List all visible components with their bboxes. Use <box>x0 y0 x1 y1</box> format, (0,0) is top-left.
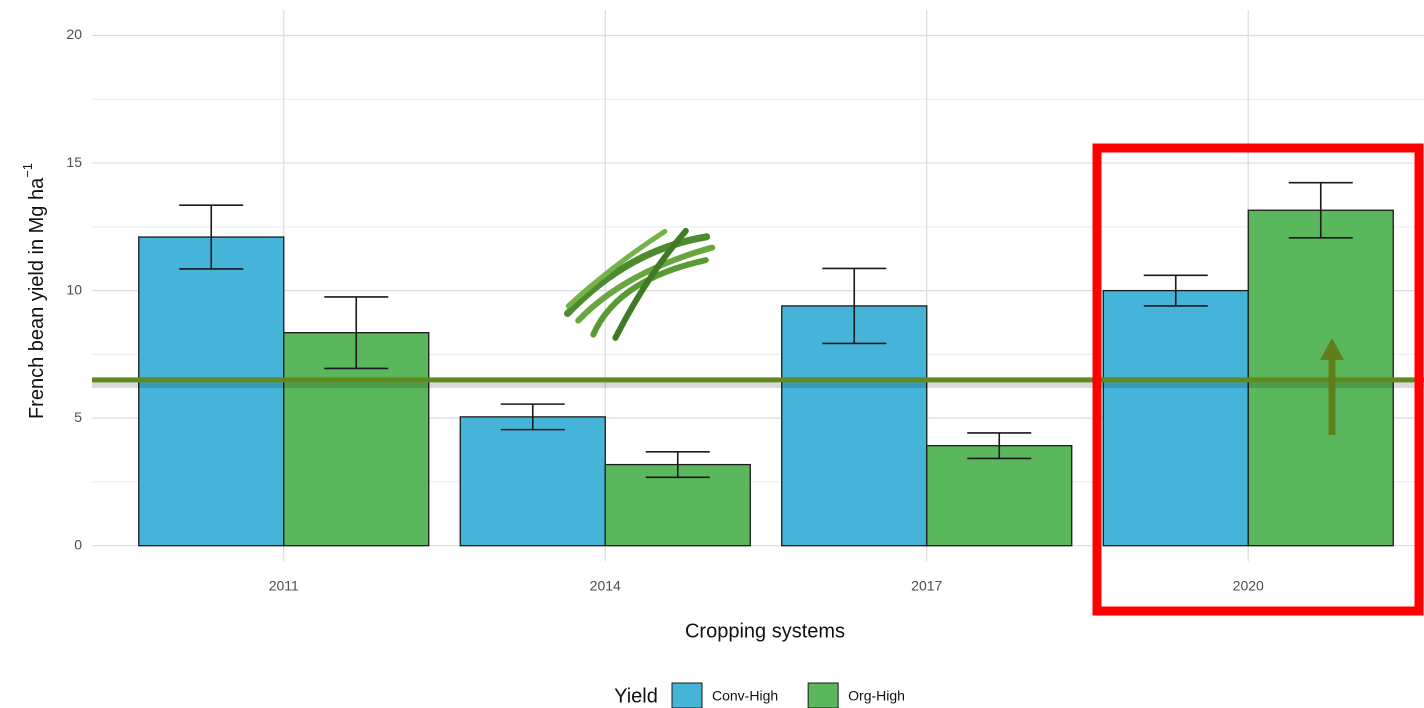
error-bar <box>179 204 244 270</box>
bar <box>926 445 1073 547</box>
x-tick-label: 2011 <box>269 578 299 594</box>
y-tick-label: 15 <box>66 154 82 170</box>
bar <box>459 416 606 547</box>
error-bar <box>822 267 887 345</box>
error-bar <box>1288 181 1353 239</box>
bean <box>564 233 711 318</box>
y-tick-label: 10 <box>66 281 82 297</box>
legend: Yield Conv-High Org-High <box>614 682 905 708</box>
y-axis-title-main: French bean yield in Mg ha <box>26 177 48 419</box>
legend-title: Yield <box>614 685 658 707</box>
bar <box>1102 289 1249 547</box>
bean <box>575 244 716 324</box>
error-bar <box>324 296 389 370</box>
x-tick-label: 2017 <box>911 578 942 594</box>
bar <box>138 236 285 547</box>
bars <box>138 181 1394 547</box>
arrow-head <box>1320 338 1344 360</box>
error-bar <box>500 403 565 431</box>
error-bar <box>1143 274 1208 307</box>
bean <box>612 227 689 341</box>
y-tick-label: 0 <box>74 536 82 552</box>
highlight-box <box>1092 143 1424 616</box>
x-tick-label: 2020 <box>1233 578 1264 594</box>
legend-label: Conv-High <box>712 688 778 704</box>
bean <box>590 257 709 338</box>
legend-label: Org-High <box>848 688 905 704</box>
bean <box>565 228 668 309</box>
bar <box>781 305 928 547</box>
y-axis-title-sup: −1 <box>20 163 35 178</box>
error-bar <box>967 432 1032 460</box>
overlay <box>92 377 1424 388</box>
y-tick-label: 5 <box>74 409 82 425</box>
x-tick-label: 2014 <box>590 578 621 594</box>
x-axis-title: Cropping systems <box>685 620 845 642</box>
legend-swatch <box>671 682 703 708</box>
legend-swatch <box>807 682 839 708</box>
y-tick-label: 20 <box>66 26 82 42</box>
error-bar <box>645 451 710 479</box>
bean-image <box>564 227 716 341</box>
y-axis-title: French bean yield in Mg ha−1 <box>20 163 48 419</box>
